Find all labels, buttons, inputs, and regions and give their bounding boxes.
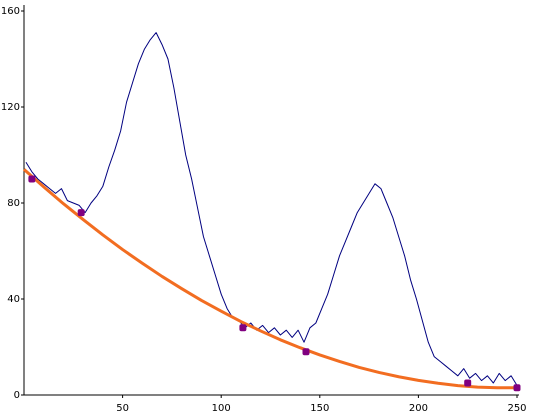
- y-tick-label: 0: [14, 390, 20, 401]
- data-line: [23, 168, 517, 390]
- y-tick-label: 40: [7, 294, 20, 305]
- data-point: [239, 324, 247, 332]
- data-point: [28, 175, 36, 183]
- y-tick-label: 160: [1, 6, 20, 17]
- data-point: [513, 384, 521, 392]
- x-tick-label: 100: [212, 403, 231, 414]
- y-tick-label: 120: [1, 102, 20, 113]
- data-point: [77, 209, 85, 217]
- data-line: [25, 32, 518, 386]
- data-point: [464, 379, 472, 387]
- x-tick-label: 200: [409, 403, 428, 414]
- x-tick-label: 50: [116, 403, 129, 414]
- x-tick-label: 150: [310, 403, 329, 414]
- y-tick-label: 80: [7, 198, 20, 209]
- data-point: [302, 348, 310, 356]
- x-tick-label: 250: [507, 403, 526, 414]
